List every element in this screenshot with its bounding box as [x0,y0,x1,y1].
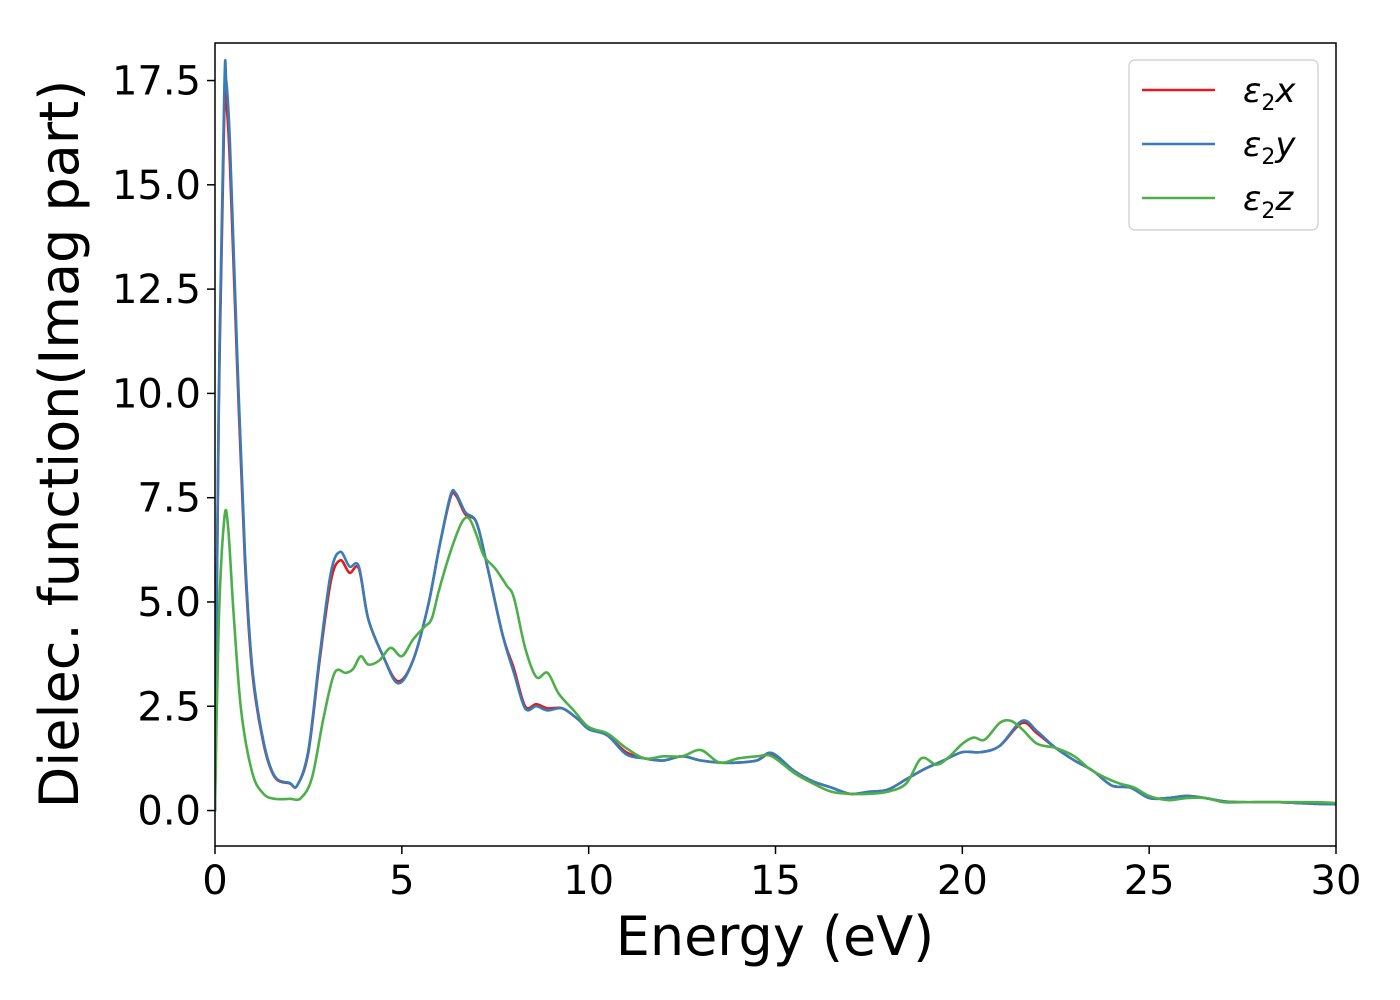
x-axis: 0 5 10 15 20 25 30 [202,846,1361,904]
x-tick-label: 0 [202,858,227,904]
y-axis-label: Dielec. function(Imag part) [28,80,91,809]
y-tick-label: 15.0 [112,163,201,209]
y-tick-label: 2.5 [137,684,201,730]
x-tick-label: 10 [563,858,614,904]
series-line-z [215,508,1336,812]
legend-subscript: 2 [1261,145,1275,170]
x-axis-label: Energy (eV) [616,905,935,968]
legend-label-y: ε2y [1243,125,1296,170]
y-tick-label: 12.5 [112,267,201,313]
y-tick-label: 5.0 [137,580,201,626]
legend-label-x: ε2x [1243,71,1296,116]
y-axis: 0.0 2.5 5.0 7.5 10.0 12.5 15.0 17.5 [112,59,215,835]
y-tick-label: 10.0 [112,371,201,417]
legend-symbol: ε [1243,125,1261,165]
x-tick-label: 15 [750,858,801,904]
legend-label-z: ε2z [1243,179,1294,224]
legend-frame [1128,59,1319,231]
y-tick-label: 7.5 [137,476,201,522]
x-tick-label: 25 [1124,858,1175,904]
y-tick-label: 17.5 [112,59,201,105]
y-tick-label: 0.0 [137,789,201,835]
legend-symbol: ε [1243,179,1261,219]
legend-symbol: ε [1243,71,1261,111]
legend-component: x [1274,71,1296,111]
legend-subscript: 2 [1261,91,1275,116]
x-tick-label: 5 [389,858,414,904]
x-tick-label: 30 [1311,858,1362,904]
legend-component: y [1274,125,1296,165]
series-layer [215,58,1336,812]
legend-component: z [1274,179,1294,219]
x-tick-label: 20 [937,858,988,904]
legend-subscript: 2 [1261,199,1275,224]
